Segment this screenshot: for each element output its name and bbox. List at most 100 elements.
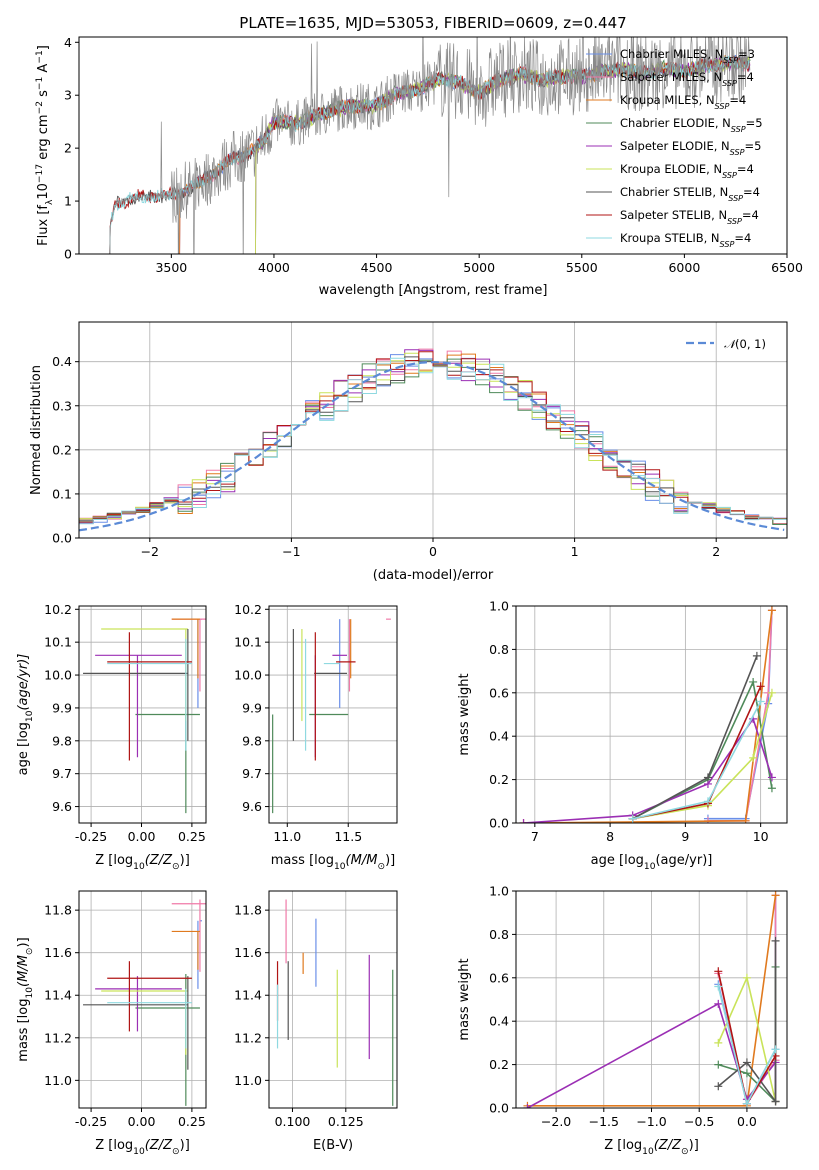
axes-frame xyxy=(268,890,398,1109)
series-point xyxy=(767,688,776,697)
y-tick-label: 10.0 xyxy=(44,668,72,683)
series-line xyxy=(632,679,773,820)
y-tick-label: 9.7 xyxy=(52,766,72,781)
x-axis-label: age [log10(age/yr)] xyxy=(591,853,713,872)
series-point xyxy=(771,1045,780,1054)
y-tick-label: 9.9 xyxy=(242,700,262,715)
x-tick-label: −1.0 xyxy=(636,1114,666,1129)
series-point xyxy=(756,682,765,691)
x-tick-label: −1 xyxy=(282,544,300,559)
series-point xyxy=(771,1097,780,1106)
y-tick-label: 1.0 xyxy=(489,599,509,614)
series-point xyxy=(703,797,712,806)
x-tick-label: 0.00 xyxy=(128,1114,156,1129)
mass-weight-vs-age-panel: 7 8 9 10 0.0 0.2 0.4 0.6 0.8 1.0 age [log10(age/yr… xyxy=(457,599,788,872)
axes-frame xyxy=(78,605,207,824)
y-tick-label: 0.2 xyxy=(52,442,72,457)
legend-entry: Salpeter STELIB, NSSP=4 xyxy=(620,208,759,226)
legend-entry: 𝒩(0, 1) xyxy=(724,337,766,351)
series-line xyxy=(708,610,773,822)
y-tick-label: 11.2 xyxy=(44,1030,72,1045)
x-tick-label: 5500 xyxy=(566,260,598,275)
y-tick-label: 3 xyxy=(64,88,72,103)
series-point xyxy=(742,1058,751,1067)
y-tick-label: 10.2 xyxy=(234,602,262,617)
series-line xyxy=(523,717,773,823)
series-point xyxy=(714,1060,723,1069)
residual-panel: −2 −1 0 1 2 0.0 0.1 0.2 0.3 0.4 (data-model)/error… xyxy=(29,321,788,583)
x-tick-label: 0.0 xyxy=(737,1114,757,1129)
y-tick-label: 0.8 xyxy=(489,927,509,942)
series-point xyxy=(749,753,758,762)
x-tick-label: 0.100 xyxy=(275,1114,311,1129)
mass-vs-extinction-panel: 0.100 0.125 11.0 11.2 11.4 11.6 11.8 E(B-V) xyxy=(234,890,398,1153)
figure-title: PLATE=1635, MJD=53053, FIBERID=0609, z=0… xyxy=(239,14,626,32)
y-tick-label: 11.6 xyxy=(44,945,72,960)
x-tick-label: 4500 xyxy=(361,260,393,275)
legend-entry: Salpeter MILES, NSSP=4 xyxy=(620,70,754,88)
series-line xyxy=(632,701,762,820)
axes-frame xyxy=(515,605,788,824)
x-axis-label: (data-model)/error xyxy=(373,568,494,583)
y-tick-label: 0.2 xyxy=(489,772,509,787)
y-tick-label: 0.1 xyxy=(52,486,72,501)
legend-entry: Salpeter ELODIE, NSSP=5 xyxy=(620,139,761,157)
series-point xyxy=(714,1082,723,1091)
y-tick-label: 0.2 xyxy=(489,1057,509,1072)
y-tick-label: 0.6 xyxy=(489,970,509,985)
normal-curve xyxy=(79,360,785,532)
y-tick-label: 11.8 xyxy=(44,903,72,918)
y-tick-label: 11.0 xyxy=(44,1073,72,1088)
y-tick-label: 11.0 xyxy=(234,1073,262,1088)
x-tick-label: 11.5 xyxy=(334,829,362,844)
axes-frame xyxy=(268,605,398,824)
x-tick-label: 0 xyxy=(429,544,437,559)
series-point xyxy=(714,967,723,976)
series-point xyxy=(749,677,758,686)
series-line xyxy=(708,610,773,820)
y-axis-label: Normed distribution xyxy=(29,365,44,495)
x-axis-label: wavelength [Angstrom, rest frame] xyxy=(319,283,548,298)
x-tick-label: 11.0 xyxy=(273,829,301,844)
legend-entry: Chabrier STELIB, NSSP=4 xyxy=(620,185,760,203)
x-tick-label: 3500 xyxy=(155,260,187,275)
y-tick-label: 2 xyxy=(64,141,72,156)
x-tick-label: 0.25 xyxy=(178,829,206,844)
y-tick-label: 11.4 xyxy=(44,988,72,1003)
y-axis-label: mass [log10(M/M⊙)] xyxy=(16,937,35,1061)
y-tick-label: 0.4 xyxy=(52,354,72,369)
y-tick-label: 4 xyxy=(64,35,72,50)
y-tick-label: 0.6 xyxy=(489,685,509,700)
series-line xyxy=(717,940,777,1104)
x-tick-label: 8 xyxy=(606,829,614,844)
y-tick-label: 10.1 xyxy=(234,635,262,650)
series-point xyxy=(741,816,750,823)
series-point xyxy=(752,651,761,660)
y-tick-label: 1 xyxy=(64,194,72,209)
residual-histograms xyxy=(79,348,787,532)
series-point xyxy=(767,606,776,615)
series-point xyxy=(714,999,723,1008)
series-point xyxy=(742,1069,751,1078)
y-tick-label: 0.0 xyxy=(489,1101,509,1116)
series-point xyxy=(742,973,751,982)
y-tick-label: 9.6 xyxy=(242,799,262,814)
series-point xyxy=(628,814,637,823)
axes-frame xyxy=(78,890,207,1109)
x-tick-label: −2.0 xyxy=(541,1114,571,1129)
age-vs-mass-panel: 11.0 11.5 9.6 9.7 9.8 9.9 10.0 10.1 10.2 mass [lo… xyxy=(234,602,398,872)
series-point xyxy=(519,819,528,823)
y-tick-label: 11.4 xyxy=(234,988,262,1003)
series-line xyxy=(632,692,773,820)
series-point xyxy=(714,1038,723,1047)
x-tick-label: 7 xyxy=(531,829,539,844)
spectrum-lines xyxy=(109,37,751,254)
y-tick-label: 0.3 xyxy=(52,398,72,413)
y-tick-label: 10.0 xyxy=(234,668,262,683)
series-point xyxy=(767,773,776,782)
y-tick-label: 0.8 xyxy=(489,642,509,657)
x-tick-label: 0.125 xyxy=(328,1114,364,1129)
y-tick-label: 9.9 xyxy=(52,700,72,715)
y-tick-label: 1.0 xyxy=(489,884,509,899)
